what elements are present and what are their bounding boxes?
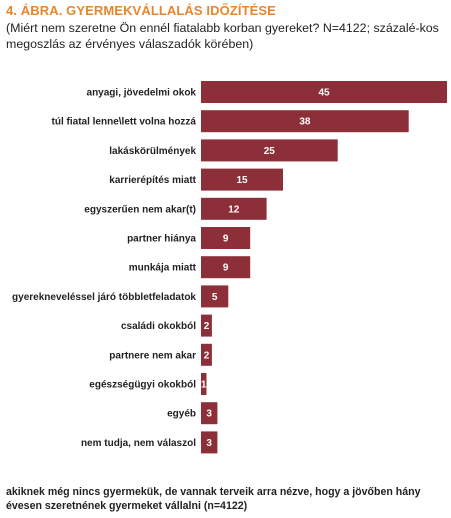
- value-label: 2: [204, 350, 210, 361]
- category-label: lakáskörülmények: [109, 146, 196, 157]
- category-label: anyagi, jövedelmi okok: [87, 88, 197, 99]
- chart-title: 4. ÁBRA. GYERMEKVÁLLALÁS IDŐZÍTÉSE: [6, 3, 276, 18]
- category-label: partnere nem akar: [109, 350, 196, 361]
- bar-chart: anyagi, jövedelmi okok 45 túl fiatal lenne…: [12, 81, 447, 454]
- value-label: 3: [206, 438, 212, 449]
- value-label: 2: [204, 321, 210, 332]
- bar: [201, 373, 207, 395]
- bar: [201, 197, 267, 220]
- bar: [201, 168, 283, 191]
- bar: [201, 139, 338, 162]
- bar: [201, 343, 212, 366]
- value-label: 9: [223, 234, 229, 245]
- chart-footnote: akiknek még nincs gyermekük, de vannak t…: [6, 486, 421, 512]
- category-label: karrierépítés miatt: [109, 175, 196, 186]
- value-label: 15: [236, 175, 248, 186]
- category-label: gyerekneveléssel járó többletfeladatok: [12, 292, 196, 303]
- bar: [201, 110, 409, 133]
- value-label: 1: [201, 380, 207, 391]
- category-label: partner hiánya: [127, 234, 196, 245]
- value-label: 5: [212, 292, 218, 303]
- category-label: egyszerűen nem akar(t): [84, 204, 196, 215]
- value-label: 45: [318, 88, 330, 99]
- value-label: 25: [264, 146, 276, 157]
- bar: [201, 402, 218, 425]
- bar: [201, 81, 447, 103]
- bar: [201, 227, 251, 249]
- value-label: 9: [223, 263, 229, 274]
- chart-subtitle: (Miért nem szeretne Ön ennél fiatalabb k…: [6, 21, 439, 51]
- value-label: 3: [206, 409, 212, 420]
- bar: [201, 314, 212, 337]
- category-label: nem tudja, nem válaszol: [81, 438, 196, 449]
- category-label: egyéb: [167, 409, 196, 420]
- bar: [201, 256, 251, 279]
- category-label: egészségügyi okokból: [89, 380, 196, 391]
- value-label: 12: [228, 204, 240, 215]
- category-label: családi okokból: [121, 321, 196, 332]
- bar: [201, 285, 229, 308]
- bar: [201, 431, 218, 454]
- category-label: munkája miatt: [129, 263, 197, 274]
- value-label: 38: [299, 117, 311, 128]
- category-label: túl fiatal lenne\lett volna hozzá: [52, 117, 197, 128]
